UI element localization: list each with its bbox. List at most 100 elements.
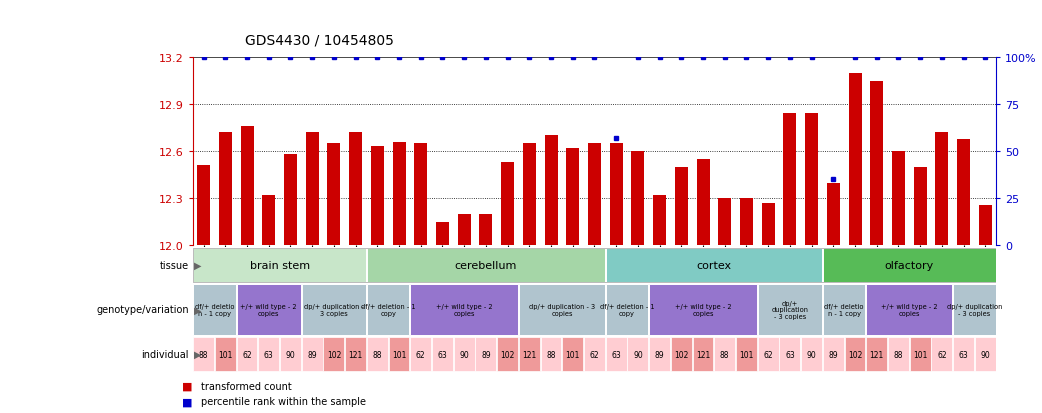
Text: 62: 62 [590,350,599,358]
Bar [758,284,822,335]
Text: 63: 63 [438,350,447,358]
Bar [497,337,518,371]
Text: 89: 89 [481,350,491,358]
Bar [193,249,366,282]
Bar [801,337,822,371]
Bar [563,337,584,371]
Text: 62: 62 [764,350,773,358]
Bar [696,159,710,246]
Bar [953,337,974,371]
Bar [762,204,774,246]
Text: 90: 90 [460,350,469,358]
Bar [349,133,363,246]
Bar [605,284,648,335]
Bar [932,337,952,371]
Text: +/+ wild type - 2
copies: +/+ wild type - 2 copies [436,304,493,316]
Bar [367,284,410,335]
Text: 121: 121 [696,350,711,358]
Bar [523,144,536,246]
Bar [411,284,518,335]
Bar [870,81,884,246]
Bar [280,337,301,371]
Text: 88: 88 [546,350,555,358]
Text: 88: 88 [373,350,382,358]
Bar [193,284,235,335]
Bar [541,337,562,371]
Text: ▶: ▶ [194,260,201,271]
Bar [845,337,866,371]
Bar [501,163,514,246]
Text: 89: 89 [307,350,317,358]
Text: 90: 90 [286,350,295,358]
Text: 88: 88 [199,350,208,358]
Bar [910,337,931,371]
Text: 102: 102 [848,350,862,358]
Bar [848,74,862,246]
Text: df/+ deletion - 1
copy: df/+ deletion - 1 copy [361,304,416,316]
Text: percentile rank within the sample: percentile rank within the sample [201,396,366,406]
Text: olfactory: olfactory [885,260,934,271]
Bar [866,337,887,371]
Bar [605,337,626,371]
Bar [823,249,996,282]
Bar [631,152,644,246]
Bar [453,337,474,371]
Bar [371,147,383,246]
Bar [258,337,279,371]
Bar [718,199,731,246]
Bar [475,337,496,371]
Bar [823,337,844,371]
Bar [237,337,257,371]
Text: 101: 101 [218,350,232,358]
Text: 63: 63 [785,350,795,358]
Text: 121: 121 [348,350,363,358]
Bar [389,337,410,371]
Text: tissue: tissue [159,260,189,271]
Text: 101: 101 [392,350,406,358]
Bar [740,199,753,246]
Bar [975,337,996,371]
Text: 101: 101 [913,350,927,358]
Text: 63: 63 [959,350,968,358]
Text: genotype/variation: genotype/variation [96,305,189,315]
Text: 121: 121 [522,350,537,358]
Text: ■: ■ [182,396,193,406]
Text: 88: 88 [894,350,903,358]
Text: +/+ wild type - 2
copies: +/+ wild type - 2 copies [880,304,938,316]
Bar [826,183,840,246]
Text: +/+ wild type - 2
copies: +/+ wild type - 2 copies [241,304,297,316]
Bar [219,133,232,246]
Bar [519,284,605,335]
Text: 62: 62 [416,350,425,358]
Bar [805,114,818,246]
Text: dp/+ duplication -
3 copies: dp/+ duplication - 3 copies [304,304,364,316]
Bar [779,337,800,371]
Bar [215,337,235,371]
Bar [584,337,605,371]
Text: 90: 90 [632,350,643,358]
Text: 89: 89 [654,350,665,358]
Bar [892,152,904,246]
Text: dp/+ duplication
- 3 copies: dp/+ duplication - 3 copies [947,304,1002,316]
Bar [436,222,449,246]
Text: 102: 102 [500,350,515,358]
Text: 63: 63 [612,350,621,358]
Text: dp/+
duplication
- 3 copies: dp/+ duplication - 3 copies [771,300,809,320]
Text: GDS4430 / 10454805: GDS4430 / 10454805 [245,33,394,47]
Bar [784,114,796,246]
Text: cortex: cortex [696,260,731,271]
Bar [627,337,648,371]
Bar [432,337,453,371]
Text: cerebellum: cerebellum [454,260,517,271]
Bar [345,337,366,371]
Text: dp/+ duplication - 3
copies: dp/+ duplication - 3 copies [529,304,595,316]
Text: 121: 121 [870,350,884,358]
Text: ▶: ▶ [194,305,201,315]
Bar [197,166,210,246]
Text: 90: 90 [807,350,817,358]
Text: transformed count: transformed count [201,381,292,391]
Text: df/+ deletio
n - 1 copy: df/+ deletio n - 1 copy [824,304,864,316]
Bar [653,196,666,246]
Bar [302,337,323,371]
Bar [302,284,366,335]
